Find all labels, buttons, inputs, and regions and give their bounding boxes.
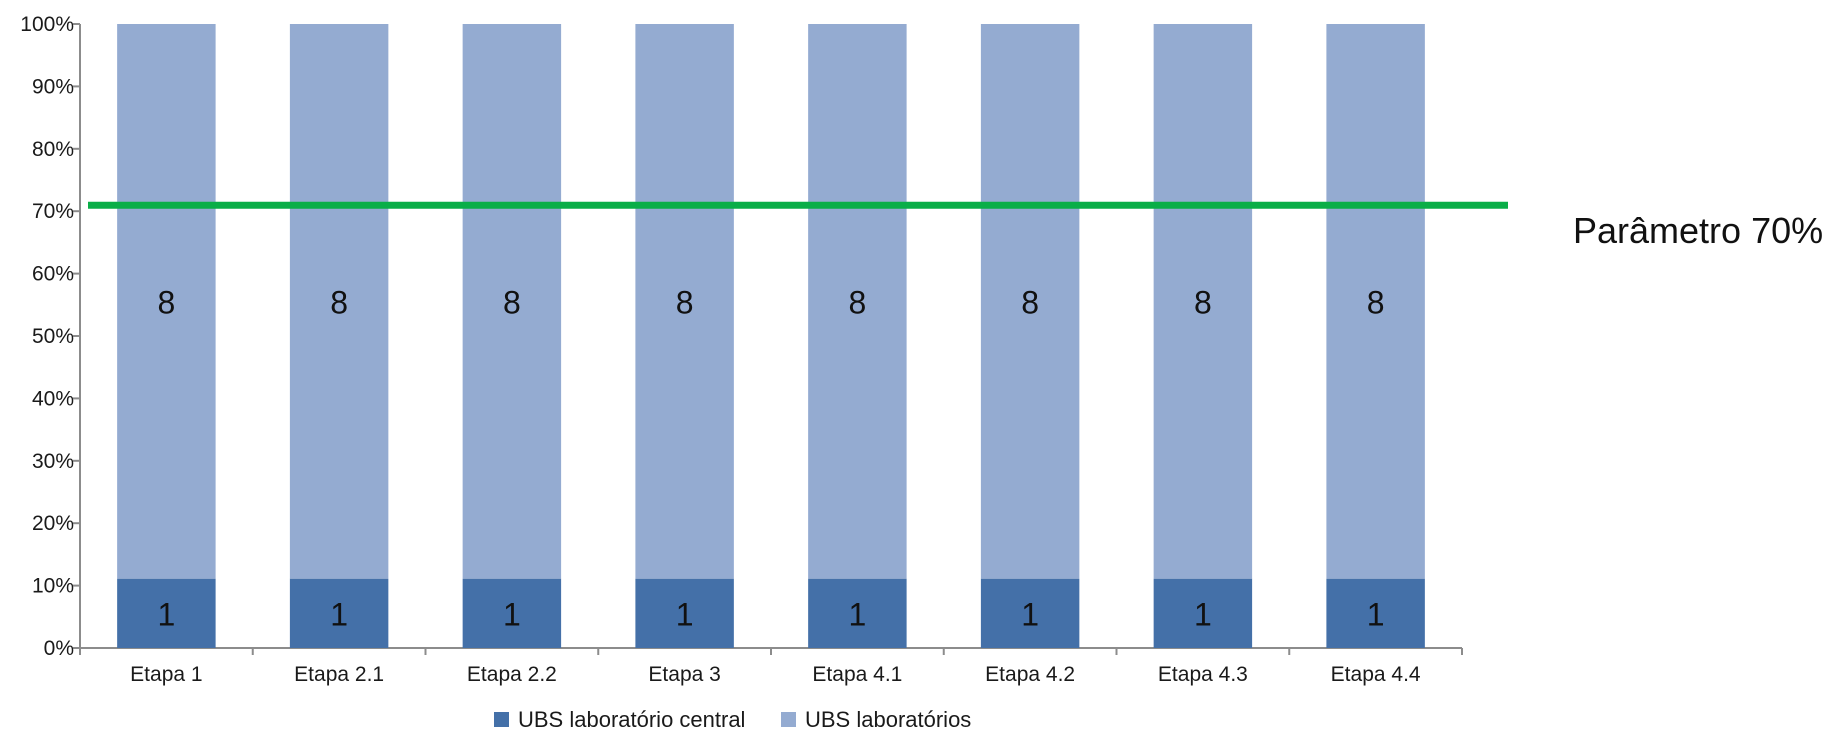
legend: UBS laboratório central UBS laboratórios xyxy=(494,707,971,732)
data-label: 1 xyxy=(1021,596,1039,632)
reference-line-label: Parâmetro 70% xyxy=(1573,210,1823,251)
x-category-label: Etapa 1 xyxy=(130,663,202,686)
bar-segment-central xyxy=(808,578,907,648)
bar-segment-central xyxy=(289,578,389,648)
bar-segment-laboratorios xyxy=(635,24,734,579)
data-label: 1 xyxy=(330,596,348,632)
legend-label: UBS laboratório central xyxy=(518,707,745,732)
bar-segment-laboratorios xyxy=(808,24,907,579)
y-tick-label: 0% xyxy=(44,637,74,660)
legend-label: UBS laboratórios xyxy=(805,707,971,732)
bar-segment-laboratorios xyxy=(289,24,389,579)
y-tick-label: 70% xyxy=(32,200,74,223)
y-tick-label: 90% xyxy=(32,75,74,98)
y-tick-label: 80% xyxy=(32,138,74,161)
x-category-label: Etapa 3 xyxy=(648,663,720,686)
data-label: 8 xyxy=(157,284,175,320)
data-label: 1 xyxy=(1194,596,1212,632)
data-label: 1 xyxy=(848,596,866,632)
x-category-label: Etapa 2.1 xyxy=(294,663,384,686)
y-tick-label: 100% xyxy=(20,13,74,36)
bar-segment-laboratorios xyxy=(117,24,216,579)
y-tick-label: 30% xyxy=(32,450,74,473)
reference-group: Parâmetro 70% xyxy=(88,201,1823,251)
data-label: 8 xyxy=(848,284,866,320)
bars-group: 1 8 1 8 1 8 1 8 1 8 1 8 1 8 1 8 xyxy=(117,24,1425,648)
data-label: 1 xyxy=(1367,596,1385,632)
axes-group: 0% 10% 20% 30% 40% 50% 60% 70% 80% 90% 100% Etapa 1… xyxy=(20,13,1463,686)
bar-segment-central xyxy=(1326,578,1425,648)
bar-segment-laboratorios xyxy=(1153,24,1253,579)
data-label: 1 xyxy=(676,596,694,632)
data-label: 8 xyxy=(1021,284,1039,320)
x-category-label: Etapa 4.1 xyxy=(812,663,902,686)
y-tick-label: 40% xyxy=(32,387,74,410)
data-label: 8 xyxy=(1367,284,1385,320)
bar-segment-central xyxy=(462,578,562,648)
y-tick-label: 60% xyxy=(32,263,74,286)
y-tick-label: 50% xyxy=(32,325,74,348)
bar-segment-laboratorios xyxy=(980,24,1080,579)
legend-swatch xyxy=(494,712,509,727)
x-category-label: Etapa 2.2 xyxy=(467,663,557,686)
bar-segment-laboratorios xyxy=(1326,24,1425,579)
data-label: 1 xyxy=(157,596,175,632)
bar-segment-central xyxy=(1153,578,1253,648)
legend-swatch xyxy=(781,712,796,727)
bar-segment-central xyxy=(635,578,734,648)
x-category-label: Etapa 4.3 xyxy=(1158,663,1248,686)
bar-segment-central xyxy=(117,578,216,648)
data-label: 8 xyxy=(503,284,521,320)
y-tick-label: 20% xyxy=(32,512,74,535)
x-category-label: Etapa 4.4 xyxy=(1331,663,1421,686)
bar-segment-laboratorios xyxy=(462,24,562,579)
data-label: 8 xyxy=(330,284,348,320)
x-category-label: Etapa 4.2 xyxy=(985,663,1075,686)
data-label: 8 xyxy=(1194,284,1212,320)
data-label: 1 xyxy=(503,596,521,632)
y-tick-label: 10% xyxy=(32,575,74,598)
data-label: 8 xyxy=(676,284,694,320)
bar-segment-central xyxy=(980,578,1080,648)
